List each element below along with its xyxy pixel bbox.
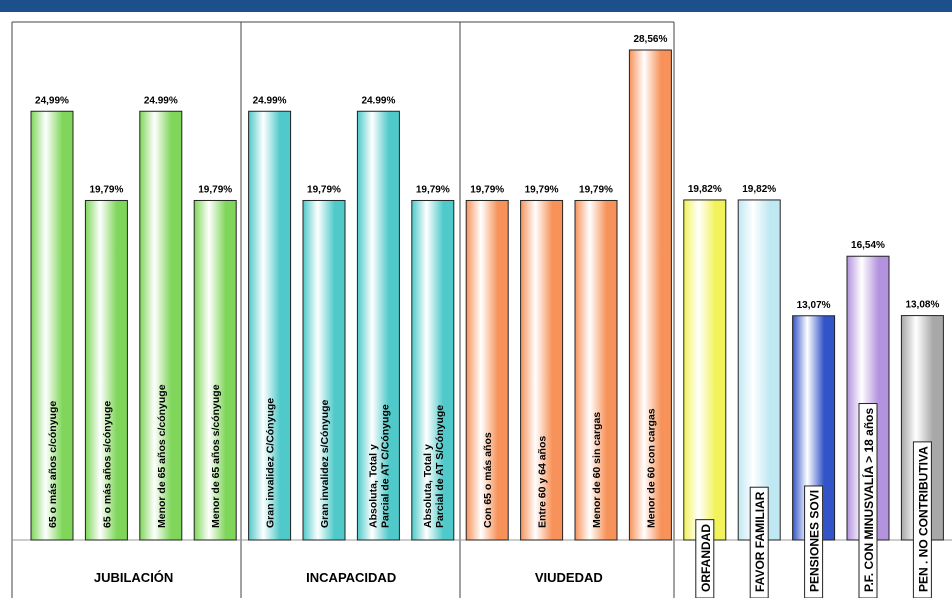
bar xyxy=(84,199,128,541)
bar xyxy=(302,199,346,541)
bar-label: Absoluta, Total y xyxy=(367,444,379,528)
bar-label: Con 65 o más años xyxy=(482,432,494,528)
bar-label: Absoluta, Total y xyxy=(422,444,434,528)
bar-label: Gran invalidez C/Cónyuge xyxy=(265,398,277,528)
value-label: 19,79% xyxy=(89,184,123,195)
label-box xyxy=(804,485,824,598)
group-label: JUBILACIÓN xyxy=(94,570,173,585)
label-box xyxy=(749,486,769,598)
bar xyxy=(193,199,237,541)
label-box xyxy=(858,403,878,598)
banner-gap xyxy=(0,12,952,15)
bar-label: PEN . NO CONTRIBUTIVA xyxy=(916,446,930,592)
value-label: 24.99% xyxy=(144,95,178,106)
value-label: 19,79% xyxy=(579,184,613,195)
value-label: 13,08% xyxy=(905,300,939,311)
label-box xyxy=(695,519,715,598)
value-label: 19,79% xyxy=(470,184,504,195)
value-label: 19,79% xyxy=(525,184,559,195)
bar-label: FAVOR FAMILIAR xyxy=(753,491,767,592)
value-label: 19,79% xyxy=(416,184,450,195)
bar xyxy=(737,199,781,541)
value-label: 24.99% xyxy=(253,95,287,106)
bar xyxy=(520,199,564,541)
group-label: VIUDEDAD xyxy=(535,570,603,585)
value-label: 19,79% xyxy=(198,184,232,195)
bar-label: Menor de 60 con cargas xyxy=(645,408,657,528)
group-label: INCAPACIDAD xyxy=(306,570,396,585)
top-banner xyxy=(0,0,952,12)
bar xyxy=(574,199,618,541)
bar-label: Parcial de AT C/Cónyuge xyxy=(379,404,391,528)
bar xyxy=(356,110,400,541)
bar-label: 65 o más años c/cónyuge xyxy=(47,401,59,528)
bar-label: Entre 60 y 64 años xyxy=(537,436,549,528)
value-label: 19,82% xyxy=(742,184,776,195)
value-label: 19,79% xyxy=(307,184,341,195)
bar-label: P.F. CON MINUSVALÍA > 18 años xyxy=(861,408,876,592)
bar-label: Menor de 60 sin cargas xyxy=(591,412,603,528)
value-label: 24,99% xyxy=(35,95,69,106)
bar-label: 65 o más años s/cónyuge xyxy=(101,401,113,528)
value-label: 16,54% xyxy=(851,240,885,251)
value-label: 13,07% xyxy=(797,300,831,311)
value-label: 28,56% xyxy=(633,34,667,45)
bar xyxy=(248,110,292,541)
bar xyxy=(628,49,672,541)
bar xyxy=(139,110,183,541)
bar-label: Gran invalidez s/Cónyuge xyxy=(319,399,331,528)
bar xyxy=(411,199,455,541)
bar-label: Menor de 65 años s/cónyuge xyxy=(210,384,222,528)
bar-label: PENSIONES SOVI xyxy=(808,490,822,592)
bar xyxy=(30,110,74,541)
label-box xyxy=(912,441,932,598)
bar-label: Menor de 65 años c/cónyuge xyxy=(156,384,168,528)
bar xyxy=(465,199,509,541)
value-label: 24.99% xyxy=(361,95,395,106)
value-label: 19,82% xyxy=(688,184,722,195)
bar xyxy=(683,199,727,541)
bar-label: Parcial de AT S/Cónyuge xyxy=(434,405,446,528)
bar-label: ORFANDAD xyxy=(699,524,713,592)
